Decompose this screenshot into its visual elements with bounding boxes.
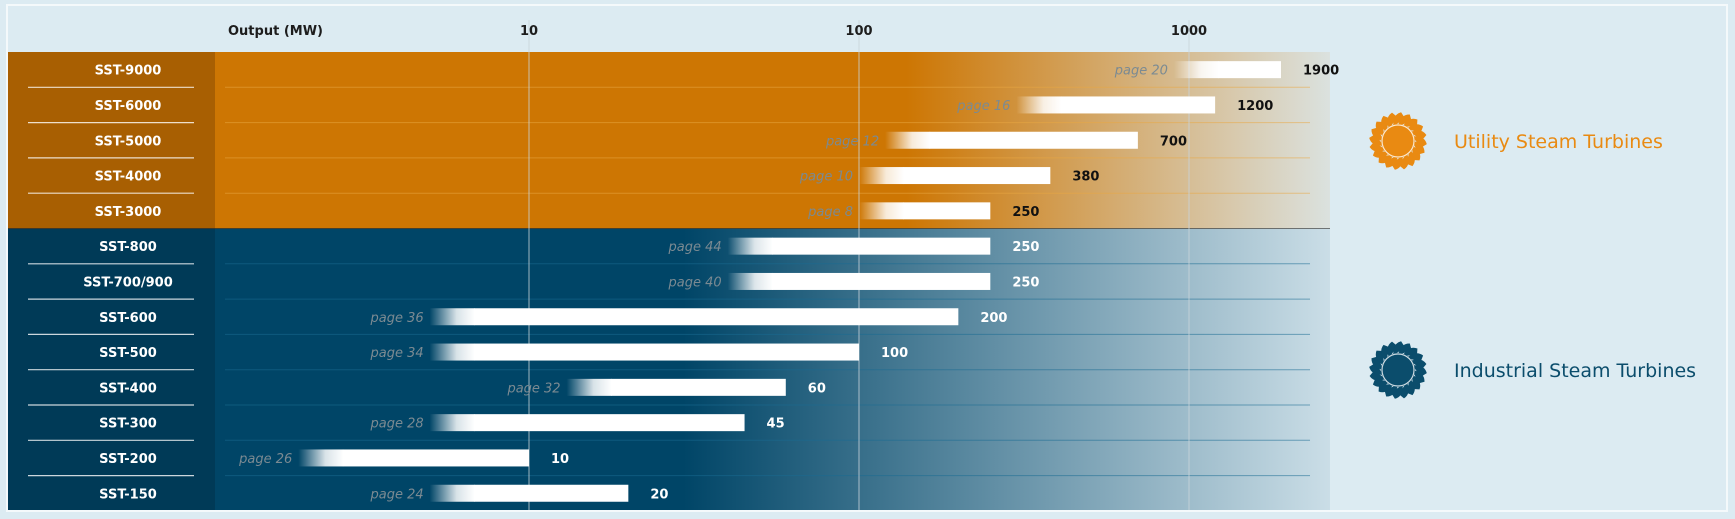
bar-fade [298,449,344,467]
bar-fade [429,414,475,432]
legend-label: Industrial Steam Turbines [1454,360,1696,382]
bar [929,131,1138,149]
value-label: 200 [980,311,1007,326]
utility-turbine-icon [1369,112,1427,170]
page-reference: page 36 [370,311,424,326]
page-reference: page 8 [807,205,853,220]
model-label: SST-6000 [95,99,162,114]
value-label: 250 [1012,240,1039,255]
bar [903,202,991,220]
x-axis-label: Output (MW) [228,24,323,39]
value-label: 20 [650,487,668,502]
value-label: 1200 [1237,99,1273,114]
bar [474,484,629,502]
page-reference: page 32 [506,381,560,396]
model-label: SST-300 [99,417,157,432]
bar-fade [859,202,904,220]
model-label: SST-600 [99,311,157,326]
bar [611,378,786,396]
value-label: 10 [551,452,569,467]
bar-fade [429,484,475,502]
industrial-turbine-icon [1369,341,1427,399]
page-reference: page 28 [370,417,424,432]
bar-fade [429,308,475,326]
bar [1218,61,1281,79]
value-label: 60 [808,381,826,396]
bar [1060,96,1216,114]
model-label: SST-150 [99,487,157,502]
bar-fade [727,237,773,255]
model-label: SST-700/900 [83,275,173,290]
bar [772,237,991,255]
bar [474,308,959,326]
model-label: SST-4000 [95,170,162,185]
bar-fade [566,378,612,396]
value-label: 250 [1012,275,1039,290]
bar-fade [429,343,475,361]
group-label-column [8,52,215,229]
value-label: 380 [1072,170,1099,185]
model-label: SST-3000 [95,205,162,220]
x-tick-label: 10 [520,24,538,39]
value-label: 700 [1160,134,1187,149]
model-label: SST-200 [99,452,157,467]
model-label: SST-800 [99,240,157,255]
page-reference: page 44 [668,240,722,255]
page-reference: page 24 [370,487,424,502]
bar [772,272,991,290]
page-reference: page 26 [238,452,292,467]
legend-label: Utility Steam Turbines [1454,131,1663,153]
model-label: SST-9000 [95,64,162,79]
bar [903,167,1051,185]
value-label: 250 [1012,205,1039,220]
page-reference: page 40 [668,275,722,290]
model-label: SST-500 [99,346,157,361]
bar-fade [859,167,904,185]
bar [474,343,859,361]
model-label: SST-400 [99,381,157,396]
bar-fade [1016,96,1062,114]
bar [342,449,529,467]
value-label: 100 [881,346,908,361]
x-tick-label: 100 [845,24,872,39]
value-label: 1900 [1303,64,1339,79]
group-band [215,52,1330,229]
page-reference: page 16 [956,99,1010,114]
x-tick-label: 1000 [1171,24,1207,39]
page-reference: page 20 [1114,64,1168,79]
bar-fade [1173,61,1219,79]
bar [474,414,745,432]
value-label: 45 [767,417,785,432]
bar-fade [885,131,931,149]
model-label: SST-5000 [95,134,162,149]
page-reference: page 34 [370,346,424,361]
bar-fade [727,272,773,290]
page-reference: page 10 [799,170,853,185]
page-reference: page 12 [825,134,879,149]
